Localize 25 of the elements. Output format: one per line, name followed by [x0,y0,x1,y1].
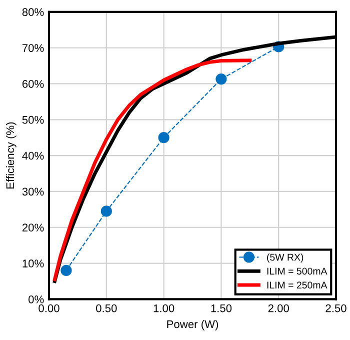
point [216,74,227,85]
legend-label: (5W RX) [267,254,304,263]
point [158,132,170,144]
x-tick-label: 0.50 [96,304,117,312]
y-tick-label: 30% [22,188,44,196]
y-tick-label: 70% [22,44,44,52]
y-tick-label: 0% [28,295,44,304]
y-axis-title: Efficiency (%) [6,122,16,188]
x-tick-label: 0.00 [38,304,60,312]
line-series [53,58,252,282]
y-tick-label: 40% [22,152,44,160]
legend-label: ILIM = 500mA [267,268,328,275]
x-tick-label: 2.00 [268,304,289,312]
y-tick-label: 20% [22,224,44,232]
legend-label: ILIM = 250mA [267,282,328,289]
x-tick-label: 2.50 [326,304,346,312]
y-tick-label: 10% [22,260,44,268]
x-axis-title: Power (W) [167,320,218,330]
point [60,264,72,276]
y-tick-label: 50% [22,116,44,124]
x-tick-label: 1.50 [211,304,232,312]
point [100,206,112,217]
y-tick-label: 80% [22,8,44,16]
y-tick-label: 60% [22,80,44,88]
x-tick-label: 1.00 [154,304,174,312]
